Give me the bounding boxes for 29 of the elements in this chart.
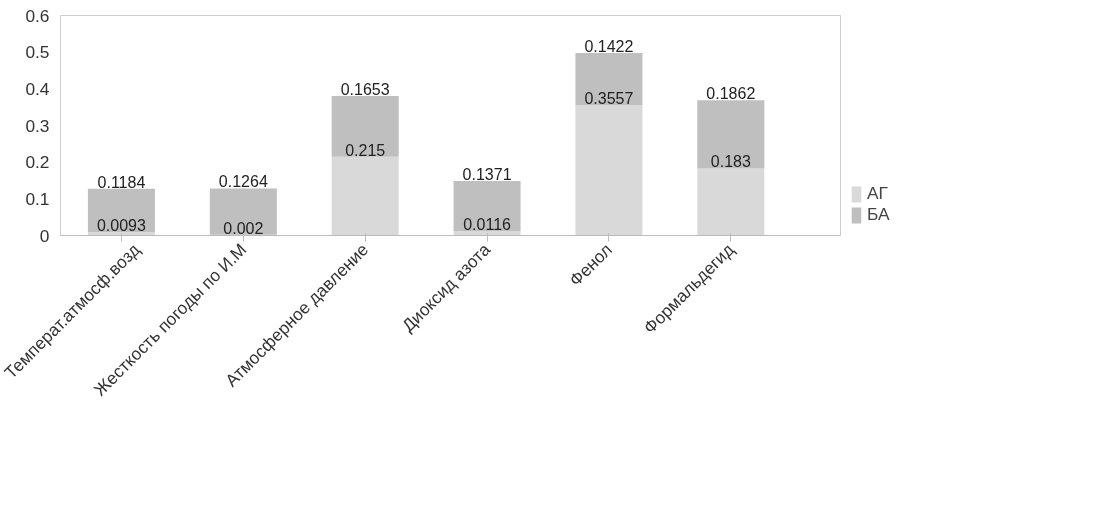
bar [331,156,399,236]
bar [697,100,765,169]
bar [575,105,643,236]
data-label: 0.0093 [96,217,147,235]
y-tick-label: 0.6 [25,5,50,26]
bar [331,96,399,157]
y-tick-label: 0 [39,225,50,246]
data-label: 0.0116 [463,216,512,234]
legend-label: БА [867,204,890,225]
data-label: 0.1264 [218,173,268,191]
y-tick-label: 0.2 [25,152,50,173]
legend-label: АГ [867,183,888,204]
data-label: 0.1184 [97,173,146,191]
y-tick-label: 0.5 [25,42,50,63]
data-label: 0.1371 [462,165,512,183]
data-label: 0.1422 [584,37,634,55]
data-label: 0.002 [223,219,264,237]
bar [453,180,521,232]
data-label: 0.1653 [340,81,390,99]
y-tick-label: 0.1 [25,188,50,209]
bar [575,52,643,106]
data-label: 0.3557 [584,90,634,108]
data-label: 0.215 [345,141,386,159]
bar [453,231,521,236]
data-label: 0.1862 [706,85,756,103]
bar [697,168,765,236]
y-tick-label: 0.3 [25,115,50,136]
y-tick-label: 0.4 [25,78,50,99]
data-label: 0.183 [710,153,751,171]
